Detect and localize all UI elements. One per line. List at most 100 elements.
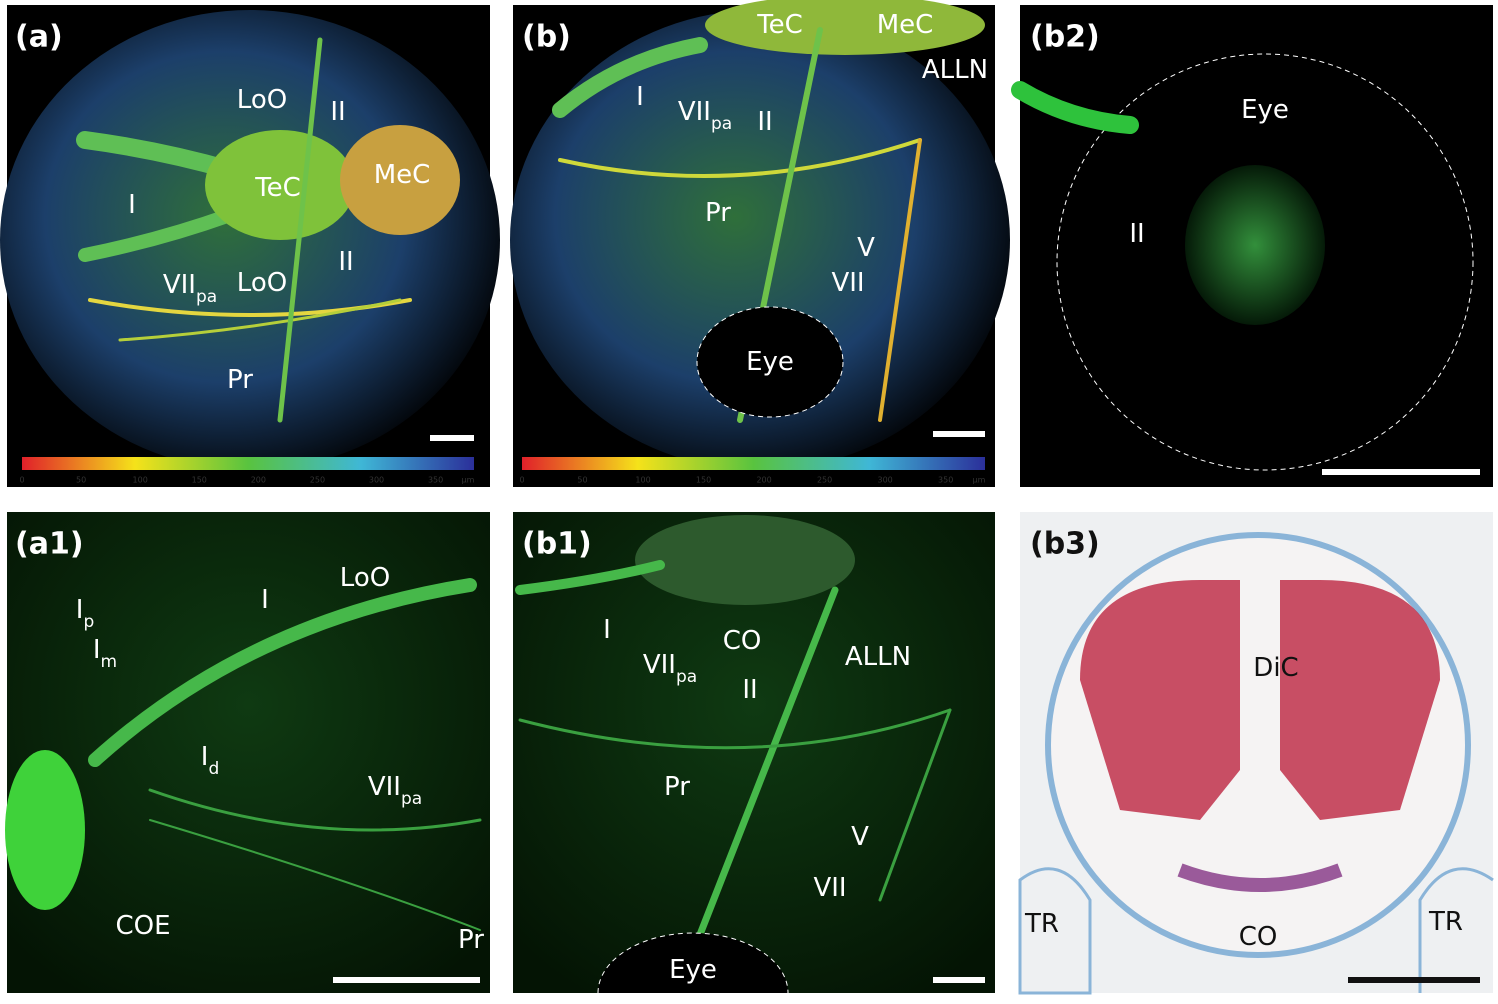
- nerve: [558, 138, 922, 178]
- annotation-text: VII: [643, 650, 676, 680]
- annotation-text: I: [76, 595, 84, 625]
- annotation-text: I: [603, 615, 611, 645]
- panel-backgrounds: [0, 5, 1493, 993]
- annotation: VIIpa: [163, 270, 217, 308]
- nerve: [148, 788, 482, 832]
- tectum: [705, 0, 985, 55]
- nerve: [277, 37, 323, 423]
- vessel: [1011, 81, 1139, 134]
- annotation-text: VII: [813, 873, 846, 903]
- annotation-text: TR: [1428, 907, 1463, 937]
- annotation: I: [636, 82, 644, 112]
- colorbar: [522, 457, 985, 470]
- colorbar-tick-label: 350: [938, 476, 953, 485]
- annotation-text: VII: [368, 772, 401, 802]
- annotation: TeC: [254, 173, 301, 203]
- annotation-text: LoO: [340, 563, 390, 593]
- colorbar: [22, 457, 474, 470]
- colorbar-tick-label: 0: [519, 476, 524, 485]
- nerve: [149, 819, 481, 931]
- structures: [5, 0, 1494, 995]
- panel-label: (b): [522, 20, 571, 55]
- annotation-text: COE: [115, 911, 170, 941]
- annotation: II: [1129, 219, 1144, 249]
- annotation: V: [851, 822, 869, 852]
- annotation-subscript: p: [83, 612, 94, 632]
- annotation-subscript: pa: [401, 789, 422, 809]
- annotation: II: [330, 97, 345, 127]
- annotation: II: [757, 107, 772, 137]
- annotation: V: [857, 233, 875, 263]
- annotation-text: V: [857, 233, 875, 263]
- annotation-text: II: [742, 675, 757, 705]
- colorbar-tick-label: 50: [577, 476, 587, 485]
- nerve: [686, 586, 839, 964]
- annotation: TR: [1024, 909, 1059, 939]
- panel-a-head: [0, 10, 500, 470]
- annotation-text: MeC: [877, 10, 934, 40]
- annotation: COE: [115, 911, 170, 941]
- colorbar-tick-label: 200: [251, 476, 266, 485]
- annotation: Ip: [76, 595, 94, 633]
- annotation-text: CO: [1239, 922, 1278, 952]
- olfactory-epithelium: [5, 750, 85, 910]
- annotation: CO: [723, 626, 762, 656]
- annotation-text: Eye: [1241, 95, 1289, 125]
- diencephalon-right: [1280, 580, 1440, 820]
- panel-label: (b1): [522, 527, 592, 562]
- annotation-text: II: [1129, 219, 1144, 249]
- annotation-text: TeC: [756, 10, 803, 40]
- annotation: Id: [201, 742, 219, 780]
- annotation-text: Pr: [458, 925, 484, 955]
- annotation-subscript: pa: [196, 287, 217, 307]
- annotation-subscript: pa: [676, 667, 697, 687]
- annotation-text: TeC: [254, 173, 301, 203]
- colorbar-tick-label: 150: [192, 476, 207, 485]
- nerve: [878, 138, 922, 422]
- annotation-text: VII: [163, 270, 196, 300]
- colorbar-tick-label: 200: [756, 476, 771, 485]
- annotation-text: Pr: [705, 198, 731, 228]
- annotation: I: [603, 615, 611, 645]
- annotation: Eye: [669, 955, 717, 985]
- annotation-text: V: [851, 822, 869, 852]
- annotation: VII: [831, 268, 864, 298]
- annotation: TR: [1428, 907, 1463, 937]
- annotation-text: ALLN: [922, 55, 988, 85]
- annotation-subscript: m: [101, 652, 118, 672]
- eye-outline: [1056, 53, 1474, 471]
- colorbar-tick-label: 300: [369, 476, 384, 485]
- annotation: LoO: [237, 85, 287, 115]
- annotation: LoO: [340, 563, 390, 593]
- diencephalon-left: [1080, 580, 1240, 820]
- nerve: [878, 708, 952, 902]
- nerve: [78, 208, 237, 262]
- annotation-text: VII: [831, 268, 864, 298]
- annotation-text: Eye: [746, 347, 794, 377]
- nerve: [515, 560, 665, 595]
- trabecula: [1418, 867, 1494, 993]
- colorbar-tick-label: 100: [635, 476, 650, 485]
- annotation-text: LoO: [237, 268, 287, 298]
- annotation: LoO: [237, 268, 287, 298]
- brain: [635, 515, 855, 605]
- annotation: I: [128, 190, 136, 220]
- annotation-text: VII: [678, 97, 711, 127]
- annotation-text: Pr: [227, 365, 253, 395]
- nerve: [118, 298, 402, 342]
- annotation-text: I: [261, 585, 269, 615]
- annotation: DiC: [1253, 653, 1298, 683]
- annotation-text: I: [128, 190, 136, 220]
- annotation-text: I: [636, 82, 644, 112]
- nerve: [518, 708, 952, 750]
- colorbar-tick-label: 350: [428, 476, 443, 485]
- annotation: CO: [1239, 922, 1278, 952]
- colorbar-unit: µm: [973, 476, 986, 485]
- annotation: Eye: [746, 347, 794, 377]
- annotation: Pr: [664, 772, 690, 802]
- annotation: VII: [813, 873, 846, 903]
- panel-label: (b3): [1030, 527, 1100, 562]
- eye: [696, 306, 844, 418]
